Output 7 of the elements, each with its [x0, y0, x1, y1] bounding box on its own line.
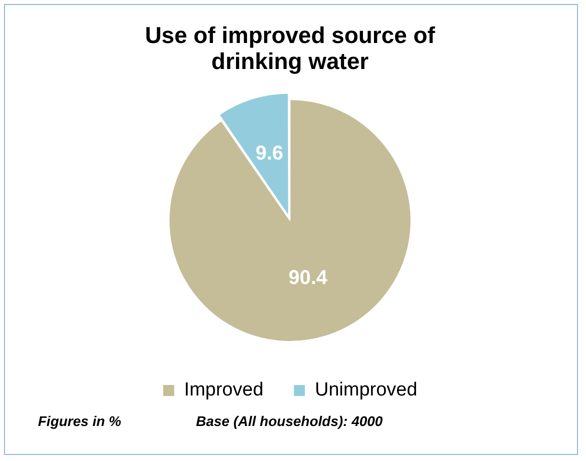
text: Figures in % — [38, 413, 122, 429]
data-label: 9.6 — [255, 142, 284, 165]
chart-title: Use of improved source of drinking water — [144, 22, 436, 74]
data-label: 90.4 — [288, 266, 328, 289]
text: Base (All households): 4000 — [196, 413, 383, 429]
legend-label: Unimproved — [314, 380, 418, 401]
legend-label: Improved — [184, 380, 264, 401]
